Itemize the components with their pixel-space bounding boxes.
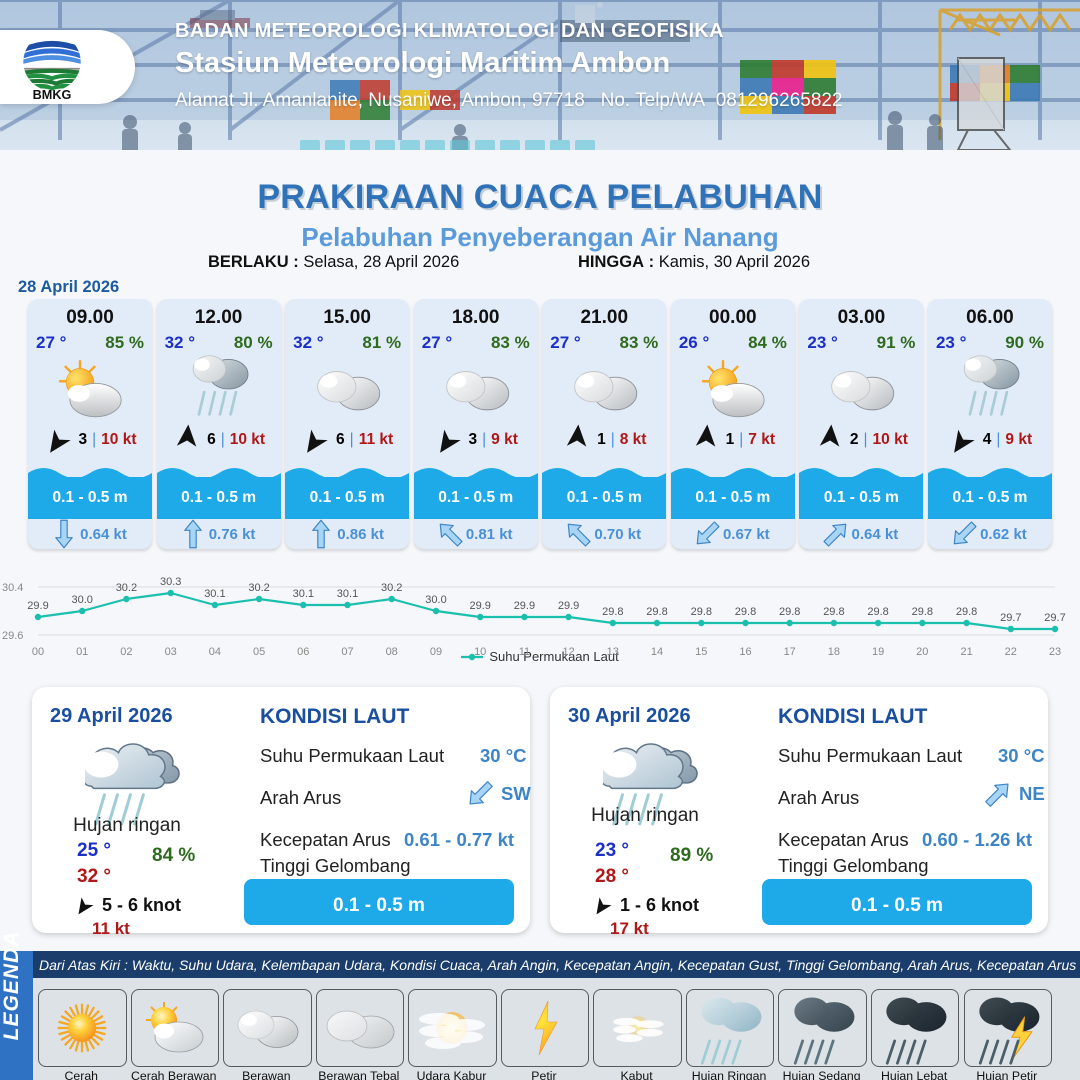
svg-text:30.0: 30.0 bbox=[71, 594, 92, 606]
svg-text:19: 19 bbox=[872, 646, 884, 658]
svg-text:20: 20 bbox=[916, 646, 928, 658]
svg-text:04: 04 bbox=[209, 646, 221, 658]
svg-text:30.2: 30.2 bbox=[381, 582, 402, 594]
svg-text:29.8: 29.8 bbox=[912, 606, 933, 618]
svg-text:07: 07 bbox=[341, 646, 353, 658]
svg-text:23: 23 bbox=[1049, 646, 1061, 658]
svg-text:01: 01 bbox=[76, 646, 88, 658]
svg-text:29.8: 29.8 bbox=[646, 606, 667, 618]
svg-text:30.3: 30.3 bbox=[160, 576, 181, 588]
svg-text:29.8: 29.8 bbox=[691, 606, 712, 618]
svg-text:BMKG: BMKG bbox=[33, 88, 72, 102]
svg-text:22: 22 bbox=[1005, 646, 1017, 658]
svg-text:29.7: 29.7 bbox=[1044, 612, 1065, 624]
svg-text:09: 09 bbox=[430, 646, 442, 658]
svg-text:14: 14 bbox=[651, 646, 663, 658]
svg-text:30.0: 30.0 bbox=[425, 594, 446, 606]
svg-text:30.1: 30.1 bbox=[293, 588, 314, 600]
svg-text:29.6: 29.6 bbox=[2, 630, 23, 642]
svg-text:29.8: 29.8 bbox=[867, 606, 888, 618]
svg-text:06: 06 bbox=[297, 646, 309, 658]
svg-text:13: 13 bbox=[607, 646, 619, 658]
svg-text:30.1: 30.1 bbox=[337, 588, 358, 600]
svg-text:29.9: 29.9 bbox=[558, 600, 579, 612]
svg-text:21: 21 bbox=[960, 646, 972, 658]
svg-text:29.9: 29.9 bbox=[469, 600, 490, 612]
svg-text:30.2: 30.2 bbox=[116, 582, 137, 594]
svg-text:29.8: 29.8 bbox=[823, 606, 844, 618]
svg-text:17: 17 bbox=[784, 646, 796, 658]
svg-text:02: 02 bbox=[120, 646, 132, 658]
svg-text:03: 03 bbox=[165, 646, 177, 658]
svg-text:30.4: 30.4 bbox=[2, 582, 23, 594]
svg-text:11: 11 bbox=[519, 646, 530, 658]
svg-text:18: 18 bbox=[828, 646, 840, 658]
svg-text:29.9: 29.9 bbox=[27, 600, 48, 612]
svg-text:00: 00 bbox=[32, 646, 44, 658]
svg-text:29.8: 29.8 bbox=[779, 606, 800, 618]
svg-text:29.8: 29.8 bbox=[956, 606, 977, 618]
svg-text:29.8: 29.8 bbox=[735, 606, 756, 618]
svg-text:10: 10 bbox=[474, 646, 486, 658]
svg-text:15: 15 bbox=[695, 646, 707, 658]
svg-text:05: 05 bbox=[253, 646, 265, 658]
svg-text:30.1: 30.1 bbox=[204, 588, 225, 600]
svg-text:29.9: 29.9 bbox=[514, 600, 535, 612]
svg-text:29.7: 29.7 bbox=[1000, 612, 1021, 624]
svg-text:16: 16 bbox=[739, 646, 751, 658]
svg-text:12: 12 bbox=[562, 646, 574, 658]
svg-text:08: 08 bbox=[386, 646, 398, 658]
svg-text:29.8: 29.8 bbox=[602, 606, 623, 618]
svg-text:30.2: 30.2 bbox=[248, 582, 269, 594]
